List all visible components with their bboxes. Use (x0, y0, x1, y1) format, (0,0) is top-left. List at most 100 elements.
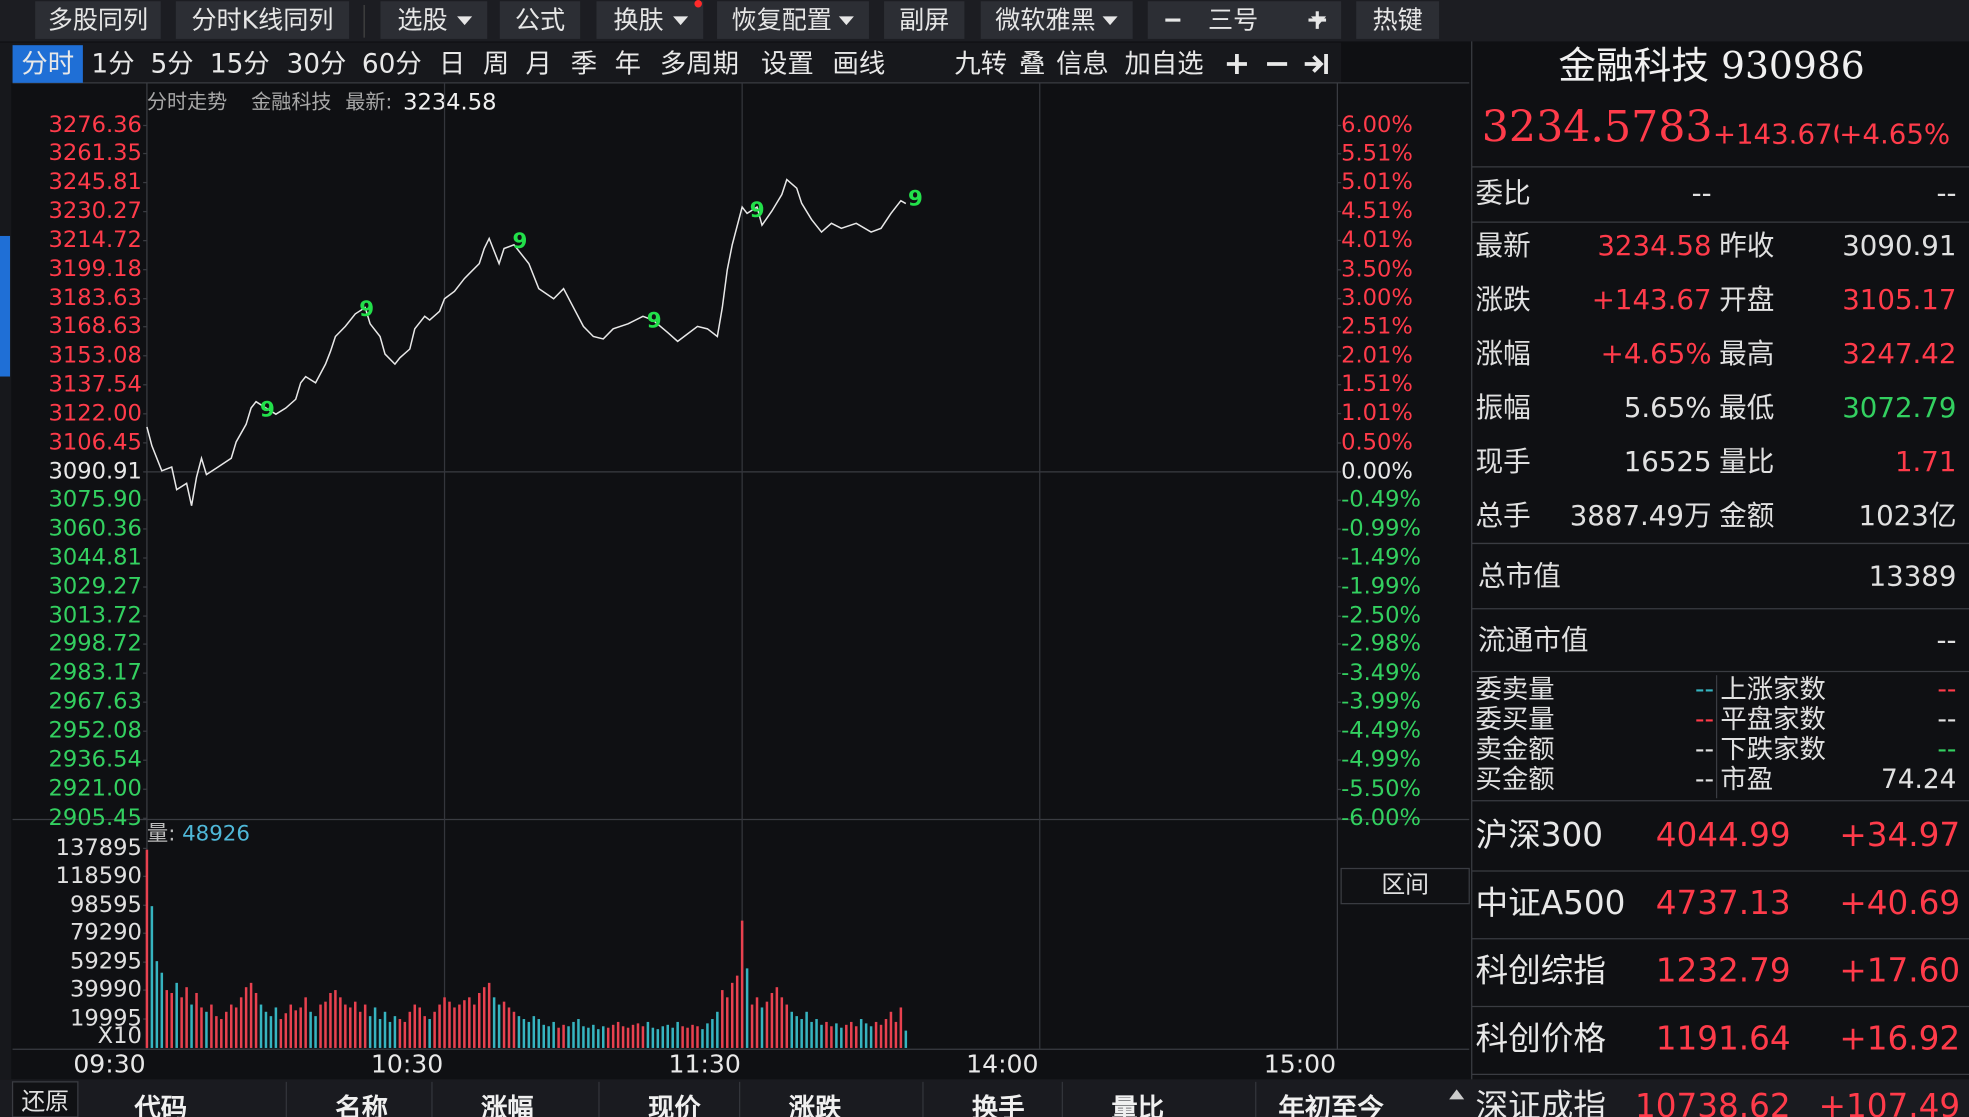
toolbar-button[interactable]: 换肤 (596, 1, 704, 39)
column-header[interactable]: 现价 (648, 1094, 701, 1117)
y-tick-label: 2921.00 (48, 776, 141, 802)
quote-change: +143.6709 (1713, 118, 1868, 151)
column-header[interactable]: 涨跌 (789, 1094, 842, 1117)
period-tab[interactable]: 年 (615, 50, 641, 80)
row-label: 量比 (1719, 445, 1774, 478)
volume-bar (428, 1019, 431, 1048)
volume-bar (180, 997, 183, 1048)
volume-bar (408, 1011, 412, 1048)
toolbar-button[interactable]: 多股同列 (35, 1, 161, 39)
y2-tick-label: 5.51% (1341, 140, 1413, 166)
row-label: 最低 (1719, 391, 1774, 424)
volume-bar (477, 992, 481, 1048)
volume-bar (388, 1021, 392, 1048)
column-header[interactable]: 年初至今 (1278, 1093, 1384, 1117)
tool-tab[interactable]: 叠 (1019, 50, 1045, 80)
period-tab[interactable]: 分时 (21, 50, 74, 80)
index-change: +40.69 (1839, 884, 1960, 922)
volume-bar (646, 1021, 650, 1048)
volume-bar (666, 1024, 669, 1048)
volume-bar (780, 997, 784, 1048)
quote-price: 3234.5783 (1482, 103, 1713, 153)
book-value: -- (1695, 675, 1714, 705)
row-label: 总手 (1475, 499, 1530, 532)
y-tick-label: 3214.72 (48, 227, 141, 253)
toolbar-button[interactable]: 微软雅黑 (980, 1, 1133, 39)
volume-tick-label: 118590 (56, 863, 142, 889)
toolbar-button[interactable]: 分时K线同列 (175, 1, 350, 39)
volume-bar (329, 992, 332, 1048)
y-tick-label: 3168.63 (48, 313, 141, 339)
y-tick-label: 3276.36 (48, 112, 141, 138)
y2-tick-label: -3.99% (1341, 689, 1421, 715)
column-header[interactable]: 代码 (133, 1094, 187, 1117)
book-value: -- (1695, 735, 1714, 765)
range-button-bg[interactable] (1340, 867, 1470, 905)
volume-bar (398, 1019, 402, 1048)
volume-bar (716, 1011, 719, 1048)
book-value: -- (1937, 705, 1956, 735)
restore-button-bg[interactable] (11, 1081, 79, 1117)
volume-bar (492, 997, 496, 1048)
y2-tick-label: 2.01% (1341, 342, 1413, 368)
period-tab[interactable]: 画线 (833, 50, 886, 80)
column-header[interactable]: 量比 (1111, 1094, 1164, 1117)
y2-tick-label: 0.00% (1341, 458, 1413, 484)
x-tick-label: 15:00 (1264, 1050, 1336, 1079)
volume-bar (254, 992, 258, 1048)
volume-bar (641, 1026, 645, 1048)
button-bg (175, 1, 350, 39)
period-tab[interactable]: 多周期 (660, 50, 739, 80)
left-strip (0, 42, 12, 1080)
volume-bar (239, 997, 243, 1048)
toolbar-button[interactable]: 热键 (1356, 1, 1440, 39)
period-tab[interactable]: 15分 (210, 50, 270, 80)
period-tab[interactable]: 设置 (761, 50, 814, 80)
collapse-icon (1304, 53, 1328, 75)
volume-bar (889, 1011, 893, 1048)
column-header[interactable]: 涨幅 (481, 1094, 534, 1117)
period-tab[interactable]: 季 (571, 50, 597, 80)
volume-bar (185, 987, 188, 1048)
volume-bar (314, 1016, 317, 1048)
tab-icons[interactable] (1226, 53, 1328, 75)
period-tab[interactable]: 月 (526, 50, 552, 80)
period-tab[interactable]: 30分 (286, 50, 346, 80)
period-tab[interactable]: 1分 (91, 50, 134, 80)
toolbar-button[interactable]: 公式 (499, 1, 581, 39)
volume-bar (532, 1016, 536, 1048)
column-header[interactable]: 名称 (335, 1093, 388, 1117)
tool-tab[interactable]: 九转 (954, 50, 1007, 80)
volume-bar (165, 990, 169, 1048)
x-tick-label: 11:30 (669, 1050, 741, 1079)
tool-tab[interactable]: 加自选 (1125, 50, 1204, 80)
volume-bar (482, 987, 486, 1048)
volume-bar (497, 1004, 501, 1048)
toolbar-button[interactable]: 恢复配置 (717, 1, 869, 39)
toolbar-button[interactable]: 副屏 (884, 1, 965, 39)
button-label: 公式 (515, 5, 565, 34)
toolbar-button[interactable]: 选股 (380, 1, 488, 39)
tool-tab[interactable]: 信息 (1056, 50, 1109, 80)
volume-bar (349, 1007, 352, 1048)
row-value: 16525 (1624, 445, 1712, 478)
toolbar-button[interactable]: 三号 (1147, 1, 1342, 39)
y-tick-label: 3245.81 (48, 169, 141, 195)
period-tab[interactable]: 周 (483, 50, 509, 80)
volume-bar (334, 990, 337, 1048)
signal-label: 9 (908, 187, 923, 212)
book-label: 上涨家数 (1720, 675, 1825, 705)
volume-bar (363, 1004, 367, 1048)
index-value: 10738.62 (1635, 1087, 1791, 1117)
dropdown-arrow (673, 16, 689, 26)
period-tab[interactable]: 日 (439, 50, 465, 80)
y-tick-label: 3044.81 (48, 545, 141, 571)
column-header[interactable]: 换手 (972, 1094, 1025, 1117)
y-tick-label: 3183.63 (48, 285, 141, 311)
y2-tick-label: 1.01% (1341, 400, 1413, 426)
book-label: 平盘家数 (1720, 705, 1825, 735)
volume-bar (735, 975, 739, 1048)
period-tab[interactable]: 5分 (150, 50, 193, 80)
period-tab[interactable]: 60分 (362, 50, 422, 80)
